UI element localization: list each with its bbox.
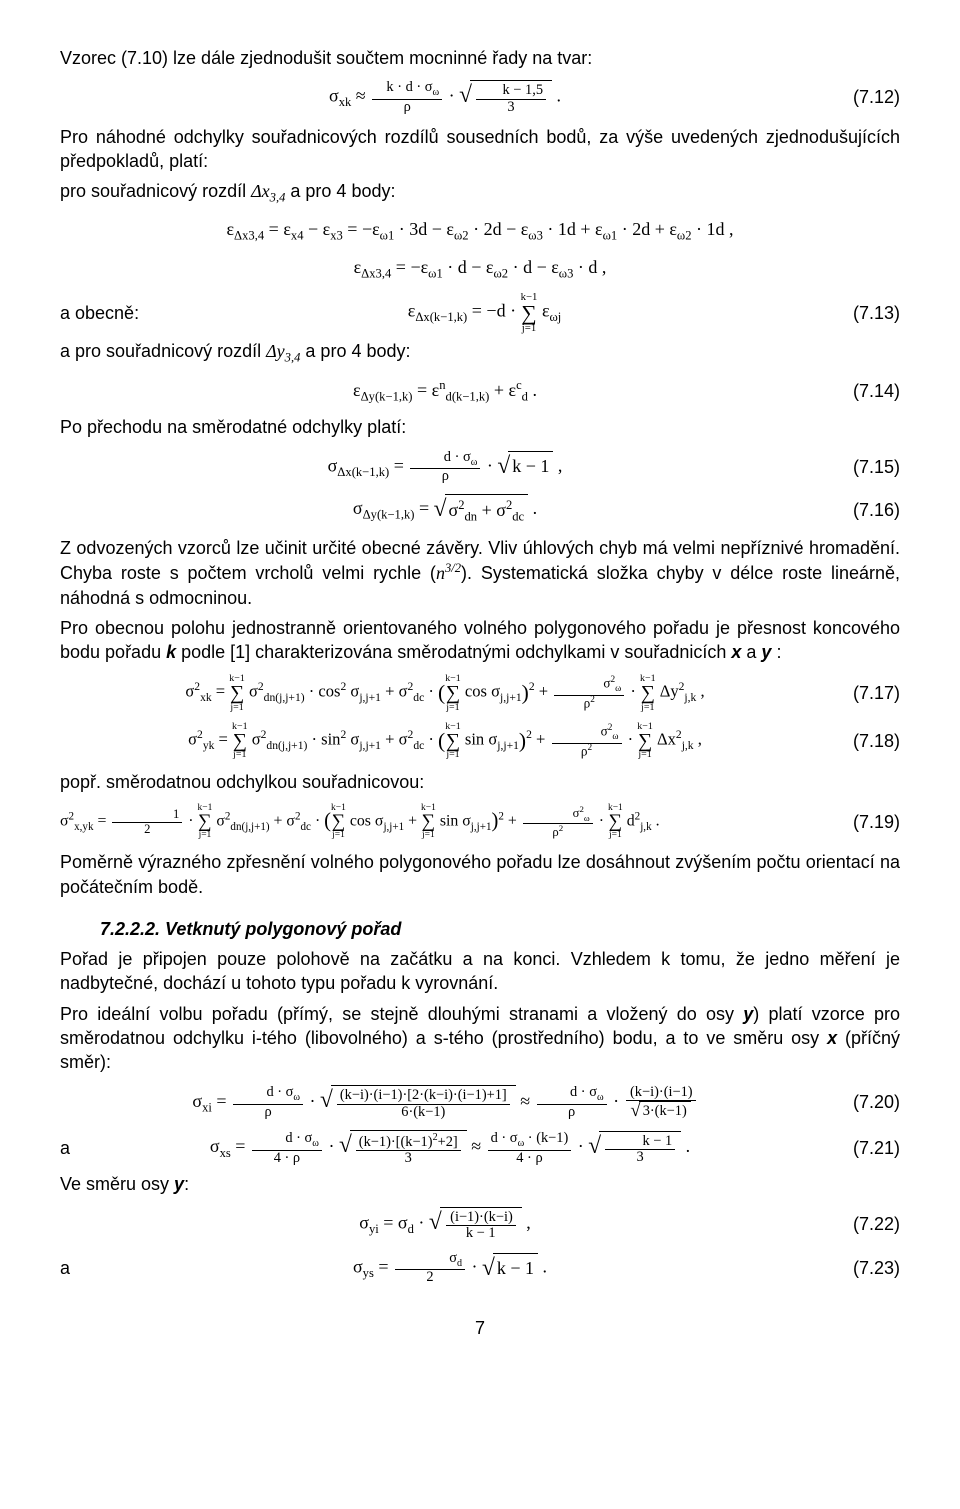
paragraph-coord-sd: popř. směrodatnou odchylkou souřadnicovo…: [60, 770, 900, 794]
paragraph-conclusions: Z odvozených vzorců lze učinit určité ob…: [60, 536, 900, 610]
equation-7-15: σΔx(k−1,k) = d · σωρ · k − 1 , (7.15): [60, 450, 900, 485]
paragraph-dy-intro: a pro souřadnicový rozdíl Δy3,4 a pro 4 …: [60, 339, 900, 367]
paragraph-random-dev: Pro náhodné odchylky souřadnicových rozd…: [60, 125, 900, 174]
eqnum-7-19: (7.19): [830, 810, 900, 834]
paragraph-refinement: Poměrně výrazného zpřesnění volného poly…: [60, 850, 900, 899]
paragraph-intro: Vzorec (7.10) lze dále zjednodušit součt…: [60, 46, 900, 70]
eqnum-7-12: (7.12): [830, 85, 900, 109]
paragraph-vetknuty-intro: Pořad je připojen pouze polohově na začá…: [60, 947, 900, 996]
equation-7-17: σ2xk = k−1∑j=1 σ2dn(j,j+1) · cos2 σj,j+1…: [60, 674, 900, 712]
label-a-1: a: [60, 1136, 70, 1160]
eqnum-7-13: (7.13): [830, 301, 900, 325]
equation-7-23-row: a σys = σd2 · k − 1 . (7.23): [60, 1251, 900, 1286]
paragraph-dx-intro: pro souřadnicový rozdíl Δx3,4 a pro 4 bo…: [60, 179, 900, 207]
equation-7-22: σyi = σd · (i−1)·(k−i)k − 1 , (7.22): [60, 1207, 900, 1241]
heading-7-2-2-2: 7.2.2.2. Vetknutý polygonový pořad: [100, 917, 900, 941]
equation-eps-dx34-long: εΔx3,4 = εx4 − εx3 = −εω1 · 3d − εω2 · 2…: [60, 217, 900, 245]
eqnum-7-18: (7.18): [830, 729, 900, 753]
equation-7-12: σxk ≈ k · d · σωρ · k − 1,53 . (7.12): [60, 80, 900, 115]
equation-7-18: σ2yk = k−1∑j=1 σ2dn(j,j+1) · sin2 σj,j+1…: [60, 722, 900, 760]
paragraph-sd-transition: Po přechodu na směrodatné odchylky platí…: [60, 415, 900, 439]
equation-7-20: σxi = d · σωρ · (k−i)·(i−1)·[2·(k−i)·(i−…: [60, 1085, 900, 1121]
paragraph-y-direction: Ve směru osy y:: [60, 1172, 900, 1196]
eqnum-7-22: (7.22): [830, 1212, 900, 1236]
eqnum-7-15: (7.15): [830, 455, 900, 479]
eqnum-7-16: (7.16): [830, 498, 900, 522]
label-a-2: a: [60, 1256, 70, 1280]
page-number: 7: [60, 1316, 900, 1340]
eqnum-7-14: (7.14): [830, 379, 900, 403]
equation-eps-dx34-short: εΔx3,4 = −εω1 · d − εω2 · d − εω3 · d ,: [60, 255, 900, 283]
equation-7-13-row: a obecně: εΔx(k−1,k) = −d · k−1∑j=1 εωj …: [60, 292, 900, 333]
paragraph-general-position: Pro obecnou polohu jednostranně orientov…: [60, 616, 900, 665]
equation-7-16: σΔy(k−1,k) = σ2dn + σ2dc . (7.16): [60, 494, 900, 526]
eqnum-7-20: (7.20): [830, 1090, 900, 1114]
paragraph-ideal-choice: Pro ideální volbu pořadu (přímý, se stej…: [60, 1002, 900, 1075]
eqnum-7-17: (7.17): [830, 681, 900, 705]
equation-7-19: σ2x,yk = 12 · k−1∑j=1 σ2dn(j,j+1) + σ2dc…: [60, 804, 900, 840]
label-obecne: a obecně:: [60, 301, 139, 325]
eqnum-7-21: (7.21): [830, 1136, 900, 1160]
eqnum-7-23: (7.23): [830, 1256, 900, 1280]
equation-7-14: εΔy(k−1,k) = εnd(k−1,k) + εcd . (7.14): [60, 377, 900, 406]
equation-7-21-row: a σxs = d · σω4 · ρ · (k−1)·[(k−1)2+2]3 …: [60, 1130, 900, 1166]
